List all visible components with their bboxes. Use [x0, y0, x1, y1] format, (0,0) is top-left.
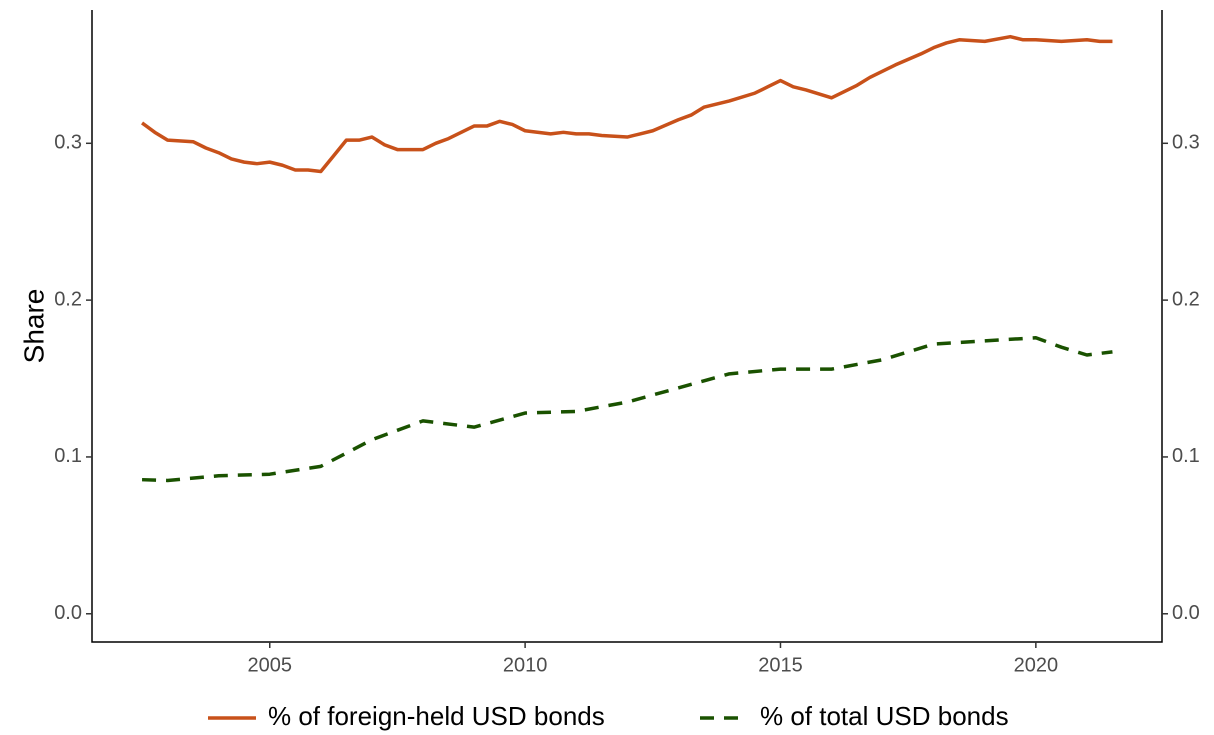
x-tick-label: 2020 — [1014, 654, 1059, 676]
x-tick-label: 2015 — [758, 654, 803, 676]
y2-tick-label: 0.0 — [1172, 602, 1200, 624]
y-axis-label: Share — [18, 289, 49, 364]
y2-tick-label: 0.1 — [1172, 445, 1200, 467]
y-tick-label: 0.2 — [54, 288, 82, 310]
x-tick-label: 2005 — [247, 654, 292, 676]
axes — [91, 10, 1163, 643]
y-tick-label: 0.1 — [54, 445, 82, 467]
x-tick-label: 2010 — [503, 654, 548, 676]
y2-tick-label: 0.2 — [1172, 288, 1200, 310]
line — [141, 336, 1113, 483]
legend-label: % of total USD bonds — [760, 701, 1009, 731]
y-tick-label: 0.3 — [54, 132, 82, 154]
y-tick-label: 0.0 — [54, 602, 82, 624]
legend-label: % of foreign-held USD bonds — [268, 701, 605, 731]
line — [141, 34, 1113, 174]
y2-tick-label: 0.3 — [1172, 132, 1200, 154]
